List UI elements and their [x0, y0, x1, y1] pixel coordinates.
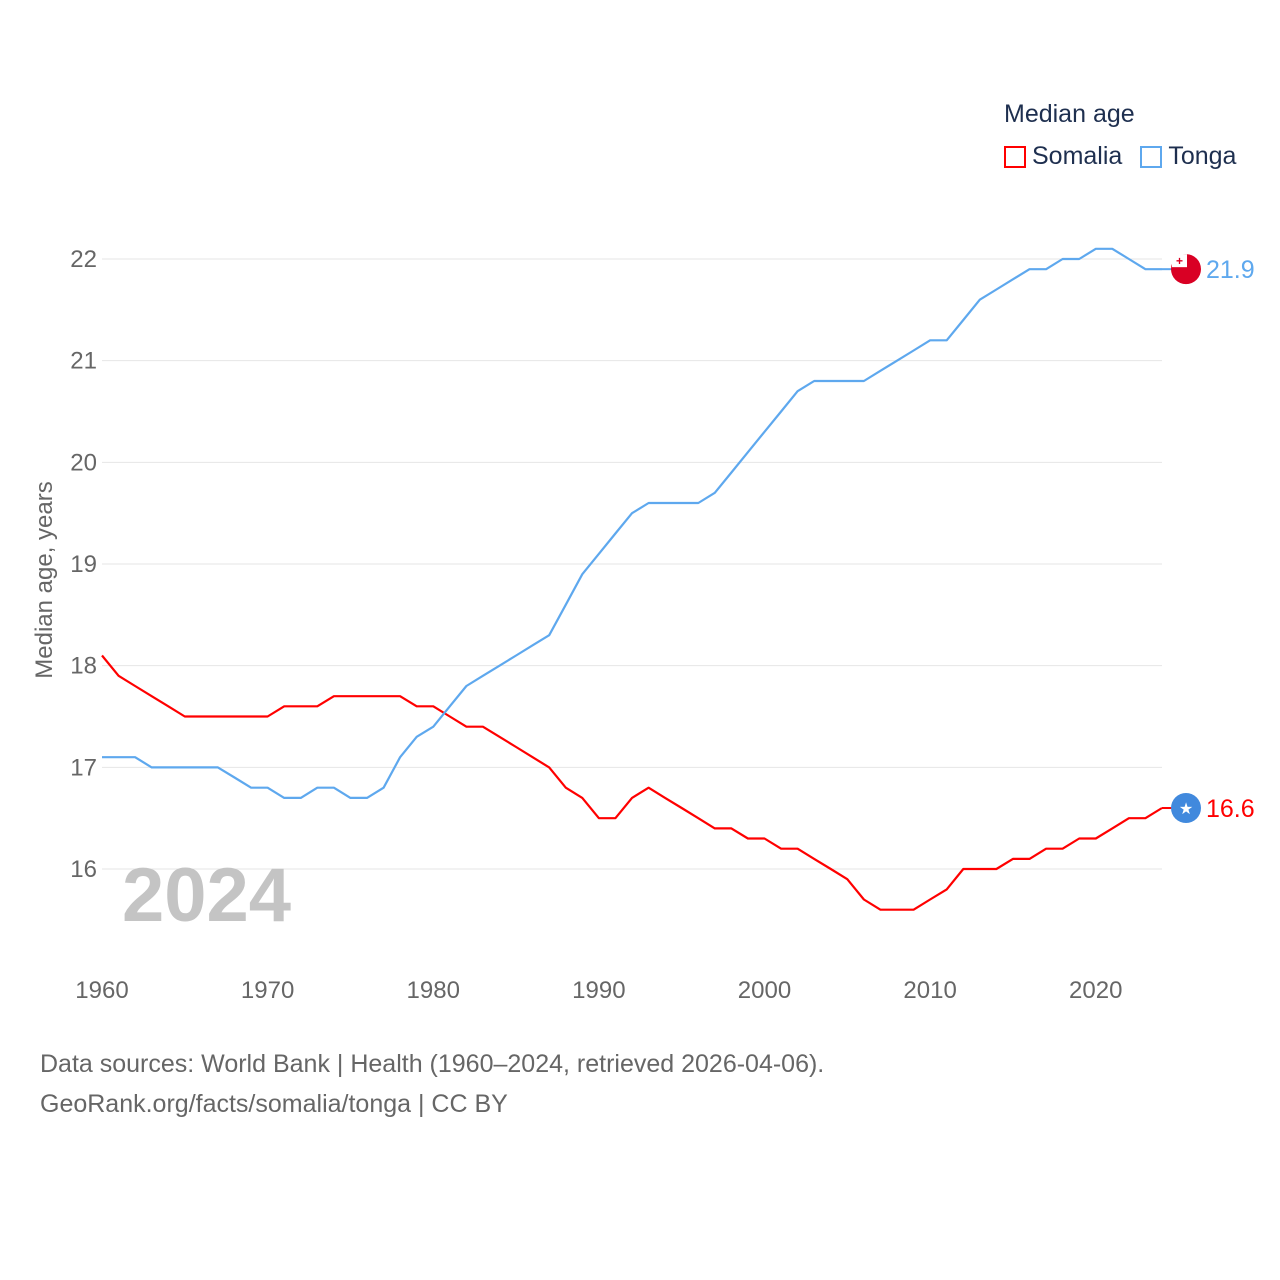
x-tick-label: 1980 — [407, 977, 460, 1004]
legend: Somalia Tonga — [1004, 142, 1236, 171]
x-tick-label: 1990 — [572, 977, 625, 1004]
y-tick-label: 17 — [70, 754, 97, 781]
x-tick-label: 1960 — [75, 977, 128, 1004]
legend-label-somalia: Somalia — [1032, 142, 1123, 170]
x-tick-label: 2000 — [738, 977, 791, 1004]
y-tick-label: 19 — [70, 551, 97, 578]
legend-label-tonga: Tonga — [1168, 142, 1237, 170]
legend-item-tonga[interactable]: Tonga — [1140, 142, 1236, 171]
y-tick-label: 20 — [70, 449, 97, 476]
y-tick-label: 18 — [70, 653, 97, 680]
legend-title: Median age — [1004, 100, 1135, 128]
y-tick-label: 16 — [70, 856, 97, 883]
y-tick-label: 21 — [70, 348, 97, 375]
end-value-label: 16.6 — [1206, 795, 1255, 823]
attribution-link[interactable]: GeoRank.org/facts/somalia/tonga | CC BY — [40, 1090, 508, 1118]
flag-somalia-icon — [1171, 793, 1201, 824]
flag-canton — [1172, 254, 1187, 268]
x-tick-label: 1970 — [241, 977, 294, 1004]
legend-item-somalia[interactable]: Somalia — [1004, 142, 1122, 171]
y-tick-label: 22 — [70, 246, 97, 273]
footer: Data sources: World Bank | Health (1960–… — [40, 1044, 824, 1124]
legend-swatch-somalia — [1004, 145, 1026, 168]
flag-cross-icon: + — [1176, 254, 1183, 268]
end-value-label: 21.9 — [1206, 256, 1255, 284]
legend-swatch-tonga — [1140, 145, 1163, 168]
flag-star-icon: ★ — [1179, 801, 1193, 818]
series-line-somalia — [101, 654, 1163, 911]
x-tick-label: 2010 — [903, 977, 956, 1004]
series-line-tonga — [102, 247, 1162, 800]
year-label: 2024 — [122, 853, 291, 938]
x-tick-label: 2020 — [1069, 977, 1122, 1004]
y-axis-title: Median age, years — [31, 481, 58, 678]
data-source-text: Data sources: World Bank | Health (1960–… — [40, 1050, 825, 1078]
